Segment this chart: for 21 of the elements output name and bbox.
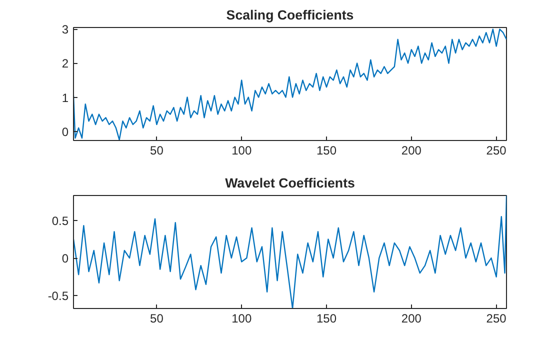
x-tick-label: 100 <box>232 312 252 326</box>
y-tick-label: 0 <box>62 252 69 266</box>
x-tick-label: 250 <box>486 144 507 158</box>
y-tick-label: 0.5 <box>52 214 69 228</box>
y-tick-label: 1 <box>62 90 69 105</box>
x-tick-label: 150 <box>316 312 337 326</box>
y-tick-label: 0 <box>62 124 69 139</box>
chart-title: Scaling Coefficients <box>226 8 354 22</box>
x-tick-label: 50 <box>150 144 164 158</box>
chart-title: Wavelet Coefficients <box>225 176 355 190</box>
x-tick-label: 100 <box>232 144 252 158</box>
x-tick-label: 250 <box>486 312 507 326</box>
x-tick-label: 200 <box>401 312 422 326</box>
y-tick-label: 2 <box>62 56 69 71</box>
y-tick-label: 3 <box>62 22 69 37</box>
x-tick-label: 200 <box>401 144 422 158</box>
y-tick-label: -0.5 <box>48 289 69 304</box>
x-tick-label: 150 <box>316 144 337 158</box>
line-series <box>74 28 506 140</box>
line-series <box>74 196 506 308</box>
x-tick-label: 50 <box>150 312 164 326</box>
